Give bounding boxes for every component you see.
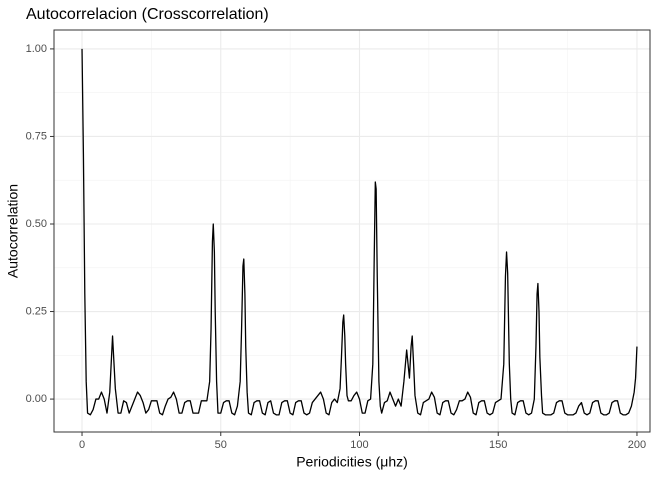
x-axis-title: Periodicities (μhz) (296, 454, 408, 470)
x-tick-label: 0 (79, 439, 85, 451)
x-tick-label: 200 (628, 439, 646, 451)
data-line (81, 48, 638, 416)
plot-border (53, 29, 651, 433)
x-tick-label: 150 (489, 439, 507, 451)
chart-title: Autocorrelacion (Crosscorrelation) (26, 6, 269, 23)
y-tick-label: 0.25 (26, 305, 47, 317)
y-tick-label: 0.75 (26, 130, 47, 142)
y-axis-title: Autocorrelation (5, 184, 21, 278)
x-tick-label: 100 (350, 439, 368, 451)
x-tick-label: 50 (215, 439, 227, 451)
y-tick-label: 1.00 (26, 43, 47, 55)
y-tick-label: 0.50 (26, 218, 47, 230)
y-tick-label: 0.00 (26, 393, 47, 405)
